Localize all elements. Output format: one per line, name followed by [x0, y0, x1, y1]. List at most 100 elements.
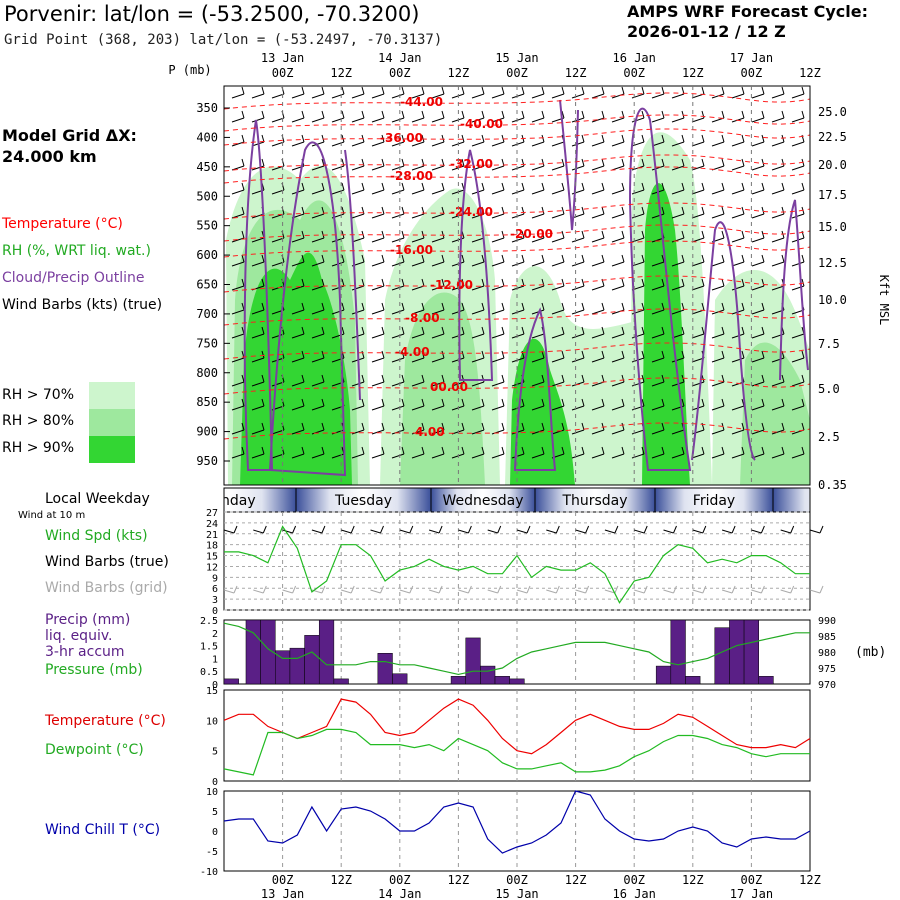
barb-staff	[551, 405, 565, 411]
temperature-contour	[224, 128, 810, 146]
barb-staff	[411, 453, 425, 459]
cross-section-wind-barb	[291, 446, 305, 459]
cross-section-wind-barb	[651, 398, 665, 411]
barb-flag	[401, 158, 405, 167]
barb-staff	[311, 309, 325, 315]
barb-flag	[421, 278, 425, 287]
barb-staff	[511, 141, 525, 147]
barb-staff	[311, 357, 325, 363]
wind-barb-true	[751, 529, 762, 534]
barb-staff	[391, 285, 405, 291]
cross-section-wind-barb	[491, 230, 505, 243]
barb-flag	[381, 350, 385, 359]
temperature-contour-label: -36.00	[380, 131, 423, 145]
wind-barb-true-flag	[526, 525, 531, 534]
wind-barb-grid-flag	[380, 585, 384, 594]
barb-flag	[381, 326, 385, 335]
barb-staff	[471, 357, 485, 363]
barb-flag	[761, 398, 765, 407]
barb-staff	[291, 261, 305, 267]
weekday-label: Local Weekday	[45, 491, 150, 507]
wind-barb-grid-flag	[350, 585, 355, 594]
precip-panel-ytick: 0	[212, 680, 218, 691]
cross-section-wind-barb	[771, 134, 785, 147]
precip-panel-ytick: 2.5	[200, 616, 218, 627]
temperature-contour	[224, 422, 810, 440]
barb-staff	[771, 429, 785, 435]
cross-section-wind-barb	[711, 350, 725, 363]
barb-staff	[651, 213, 665, 219]
barb-staff	[271, 453, 285, 459]
barb-staff	[591, 333, 605, 339]
barb-staff	[371, 189, 385, 195]
barb-flag	[761, 206, 765, 215]
barb-staff	[371, 261, 385, 267]
bottom-time-tick: 00Z	[741, 873, 763, 887]
barb-staff	[591, 141, 605, 147]
cross-section-wind-barb	[591, 158, 605, 171]
barb-flag	[661, 134, 665, 143]
barb-staff	[471, 285, 485, 291]
barb-staff	[251, 453, 265, 459]
barb-staff	[351, 381, 365, 387]
barb-flag	[241, 326, 245, 335]
barb-flag	[681, 206, 685, 215]
barb-staff	[331, 453, 345, 459]
cross-section-wind-barb	[651, 350, 665, 363]
cross-section-wind-barb	[591, 134, 605, 147]
barb-flag	[581, 446, 585, 455]
cross-section-wind-barb	[311, 230, 325, 243]
barb-staff	[411, 93, 425, 99]
pressure-tick-label: 450	[196, 160, 218, 174]
barb-staff	[391, 261, 405, 267]
cross-section-wind-barb	[671, 350, 685, 363]
cross-section-wind-barb	[391, 110, 405, 123]
barb-flag	[321, 326, 325, 335]
wind-barb-true-flag	[790, 525, 795, 534]
top-time-tick: 00Z	[389, 66, 411, 80]
cross-section-wind-barb	[731, 158, 745, 171]
precip-panel-ytick: 2	[212, 629, 218, 640]
legend-rh70-swatch	[89, 382, 135, 409]
barb-staff	[531, 141, 545, 147]
wind-barb-true	[399, 529, 410, 534]
barb-flag	[521, 302, 525, 311]
cross-section-wind-barb	[351, 302, 365, 315]
cross-section-wind-barb	[491, 278, 505, 291]
barb-staff	[431, 357, 445, 363]
cross-section-wind-barb	[751, 230, 765, 243]
barb-flag	[421, 374, 425, 383]
wind-barb-true	[575, 529, 586, 534]
barb-flag	[681, 278, 685, 287]
cross-section-wind-barb	[471, 398, 485, 411]
cross-section-wind-barb	[691, 86, 705, 99]
barb-flag	[761, 134, 765, 143]
cross-section-wind-barb	[731, 326, 745, 339]
grid-spacing-label: Model Grid ΔX:	[2, 126, 137, 145]
wind-barb-grid-flag	[438, 585, 443, 594]
barb-flag	[701, 326, 705, 335]
barb-flag	[581, 254, 585, 263]
barb-staff	[391, 309, 405, 315]
cross-section-wind-barb	[411, 350, 425, 363]
barb-flag	[461, 86, 465, 95]
barb-flag	[661, 206, 665, 215]
barb-staff	[551, 381, 565, 387]
barb-staff	[251, 93, 265, 99]
cross-section-wind-barb	[651, 86, 665, 99]
barb-flag	[661, 374, 665, 383]
barb-flag	[261, 86, 265, 95]
cross-section-wind-barb	[251, 446, 265, 459]
barb-staff	[591, 309, 605, 315]
cross-section-wind-barb	[491, 134, 505, 147]
wind-chill-line	[223, 790, 811, 854]
barb-flag	[421, 446, 425, 455]
barb-staff	[551, 165, 565, 171]
cross-section-wind-barb	[651, 446, 665, 459]
temperature-contour-label: -4.00	[395, 345, 430, 359]
barb-flag	[301, 350, 305, 359]
cross-section-wind-barb	[431, 86, 445, 99]
barb-flag	[561, 398, 565, 407]
cross-section-wind-barb	[751, 182, 765, 195]
cloud-outline	[344, 149, 361, 401]
